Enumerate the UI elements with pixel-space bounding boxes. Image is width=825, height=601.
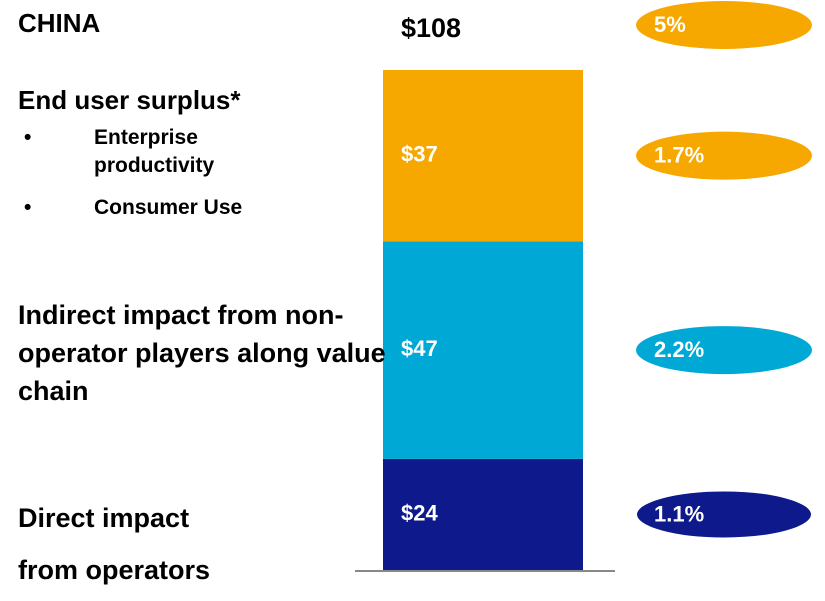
series-name: Direct impact from operators [18,503,211,585]
item: Consumer Use [24,194,294,222]
item-list: Enterprise productivity Consumer Use [18,124,358,222]
bar-segment [383,70,583,242]
bar-segment [383,241,583,459]
value-label: $24 [401,500,438,525]
bar-segment [383,458,583,570]
share-label: 5% [654,12,686,37]
segment-label: Direct impact from operators [18,492,218,596]
segment-label: End user surplus* Enterprise productivity… [18,82,358,236]
segment-label: Indirect impact from non-operator player… [18,296,388,410]
share-badge [635,489,813,540]
share-label: 2.2% [654,337,704,362]
item: Enterprise productivity [24,124,294,180]
total-label: $108 [401,13,461,43]
share-badge [636,326,812,375]
series-name: Indirect impact from non-operator player… [18,300,386,406]
value-label: $37 [401,141,438,166]
share-badge [636,1,812,49]
share-badge [636,131,812,180]
series-name: End user surplus* [18,85,241,115]
value-label: $47 [401,336,438,361]
share-label: 1.1% [654,501,704,526]
share-label: 1.7% [654,142,704,167]
chart-title: CHINA [18,8,101,38]
